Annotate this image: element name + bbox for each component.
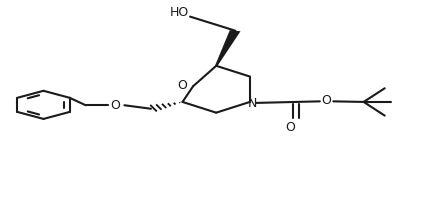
Text: N: N <box>247 97 257 110</box>
Text: O: O <box>178 79 187 92</box>
Text: O: O <box>285 121 295 134</box>
Text: O: O <box>322 94 332 108</box>
Polygon shape <box>215 30 240 66</box>
Text: HO: HO <box>170 6 189 19</box>
Text: O: O <box>110 99 120 112</box>
